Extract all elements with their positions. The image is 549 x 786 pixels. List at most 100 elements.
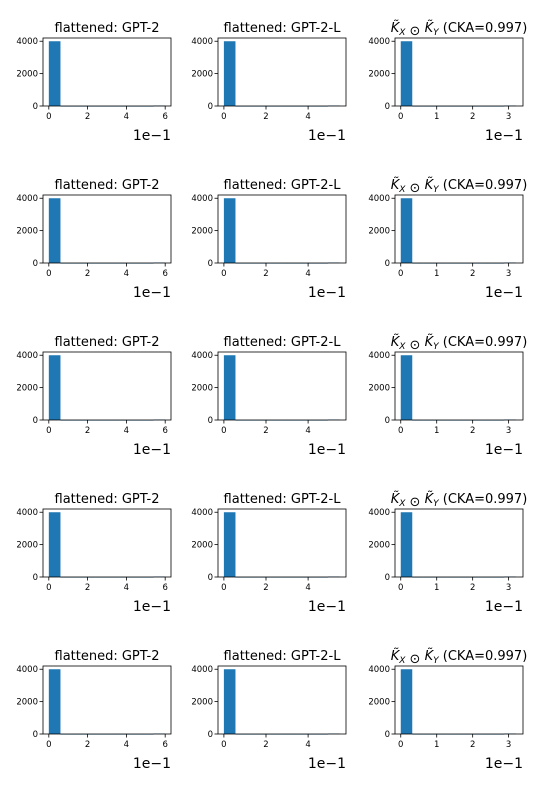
x-tick-label: 3 <box>506 112 511 122</box>
y-tick-label: 2000 <box>16 541 38 551</box>
axis-offset-text: 1e−1 <box>308 285 346 301</box>
x-tick-label: 2 <box>470 426 475 436</box>
y-tick-label: 4000 <box>191 665 213 675</box>
subplot-title: flattened: GPT-2 <box>55 335 160 350</box>
x-tick-label: 3 <box>506 426 511 436</box>
y-tick-label: 0 <box>208 259 213 269</box>
subplot-2-1: 0 2000 4000 0 2 4 6 1e−1 flattened: GPT-2 <box>16 178 172 301</box>
x-tick-label: 4 <box>305 112 310 122</box>
y-tick-label: 0 <box>33 730 38 740</box>
title-part: (CKA=0.997) <box>439 492 528 507</box>
x-tick-label: 2 <box>263 269 268 279</box>
title-part: K̃ <box>391 178 401 193</box>
axis-offset-text: 1e−1 <box>133 599 171 615</box>
x-tick-label: 0 <box>221 426 226 436</box>
x-tick-label: 3 <box>506 740 511 750</box>
axis-offset-text: 1e−1 <box>485 285 523 301</box>
axes-frame <box>394 194 524 264</box>
y-tick-label: 4000 <box>191 508 213 518</box>
x-tick-label: 0 <box>398 426 403 436</box>
x-tick-label: 0 <box>398 269 403 279</box>
subplot-title: flattened: GPT-2 <box>55 21 160 36</box>
axes-frame <box>217 194 347 264</box>
x-tick-label: 1 <box>434 426 439 436</box>
y-tick-label: 0 <box>208 730 213 740</box>
subplot-title: flattened: GPT-2 <box>55 649 160 664</box>
subplot-title: flattened: GPT-2-L <box>224 492 342 507</box>
histogram-bar <box>48 198 61 263</box>
x-tick-label: 0 <box>46 112 51 122</box>
title-part: Y <box>433 342 440 352</box>
y-tick-label: 2000 <box>191 70 213 80</box>
x-tick-label: 4 <box>124 740 129 750</box>
x-tick-label: 4 <box>124 269 129 279</box>
histogram-bar <box>48 512 61 577</box>
y-tick-label: 0 <box>385 730 390 740</box>
histogram-bar <box>400 512 413 577</box>
title-part: K̃ <box>425 21 435 36</box>
y-tick-label: 2000 <box>16 384 38 394</box>
title-part: (CKA=0.997) <box>439 21 528 36</box>
subplot-3-1: 0 2000 4000 0 2 4 6 1e−1 flattened: GPT-2 <box>16 335 172 458</box>
title-part: ⊙ <box>405 24 424 39</box>
x-tick-label: 0 <box>221 112 226 122</box>
x-tick-label: 0 <box>221 740 226 750</box>
subplot-1-2: 0 2000 4000 0 2 4 1e−1 flattened: GPT-2-L <box>191 21 347 144</box>
y-tick-label: 2000 <box>16 698 38 708</box>
axis-offset-text: 1e−1 <box>133 756 171 772</box>
axes-frame <box>42 351 172 421</box>
title-part: ⊙ <box>405 338 424 353</box>
y-tick-label: 4000 <box>368 194 390 204</box>
y-tick-label: 2000 <box>191 384 213 394</box>
y-tick-label: 0 <box>385 416 390 426</box>
axis-offset-text: 1e−1 <box>308 442 346 458</box>
histogram-bar <box>48 41 61 106</box>
y-tick-label: 0 <box>33 102 38 112</box>
x-tick-label: 4 <box>124 426 129 436</box>
y-tick-label: 0 <box>208 573 213 583</box>
x-tick-label: 2 <box>85 269 90 279</box>
x-tick-label: 1 <box>434 269 439 279</box>
y-tick-label: 0 <box>385 573 390 583</box>
histogram-bar <box>400 355 413 420</box>
y-tick-label: 2000 <box>191 698 213 708</box>
y-tick-label: 0 <box>385 102 390 112</box>
axis-offset-text: 1e−1 <box>133 128 171 144</box>
y-tick-label: 0 <box>33 416 38 426</box>
subplot-title: flattened: GPT-2-L <box>224 21 342 36</box>
x-tick-label: 6 <box>162 740 167 750</box>
title-part: X <box>398 28 406 38</box>
histogram-bar <box>223 355 236 420</box>
y-tick-label: 2000 <box>191 541 213 551</box>
subplot-title: K̃X ⊙ K̃Y (CKA=0.997) <box>391 178 528 196</box>
title-part: K̃ <box>425 335 435 350</box>
x-tick-label: 2 <box>470 740 475 750</box>
title-part: ⊙ <box>405 652 424 667</box>
title-part: (CKA=0.997) <box>439 178 528 193</box>
x-tick-label: 2 <box>263 740 268 750</box>
x-tick-label: 2 <box>470 112 475 122</box>
y-tick-label: 0 <box>208 102 213 112</box>
title-part: K̃ <box>391 649 401 664</box>
subplot-2-2: 0 2000 4000 0 2 4 1e−1 flattened: GPT-2-L <box>191 178 347 301</box>
axes-frame <box>394 37 524 107</box>
x-tick-label: 4 <box>305 269 310 279</box>
histogram-bar <box>400 41 413 106</box>
subplot-title: flattened: GPT-2-L <box>224 178 342 193</box>
axis-offset-text: 1e−1 <box>308 756 346 772</box>
title-part: K̃ <box>391 21 401 36</box>
title-part: X <box>398 342 406 352</box>
x-tick-label: 2 <box>85 426 90 436</box>
x-tick-label: 2 <box>85 583 90 593</box>
histogram-bar <box>223 198 236 263</box>
title-part: ⊙ <box>405 495 424 510</box>
title-part: (CKA=0.997) <box>439 649 528 664</box>
y-tick-label: 0 <box>33 259 38 269</box>
subplot-5-2: 0 2000 4000 0 2 4 1e−1 flattened: GPT-2-L <box>191 649 347 772</box>
x-tick-label: 6 <box>162 112 167 122</box>
title-part: Y <box>433 185 440 195</box>
